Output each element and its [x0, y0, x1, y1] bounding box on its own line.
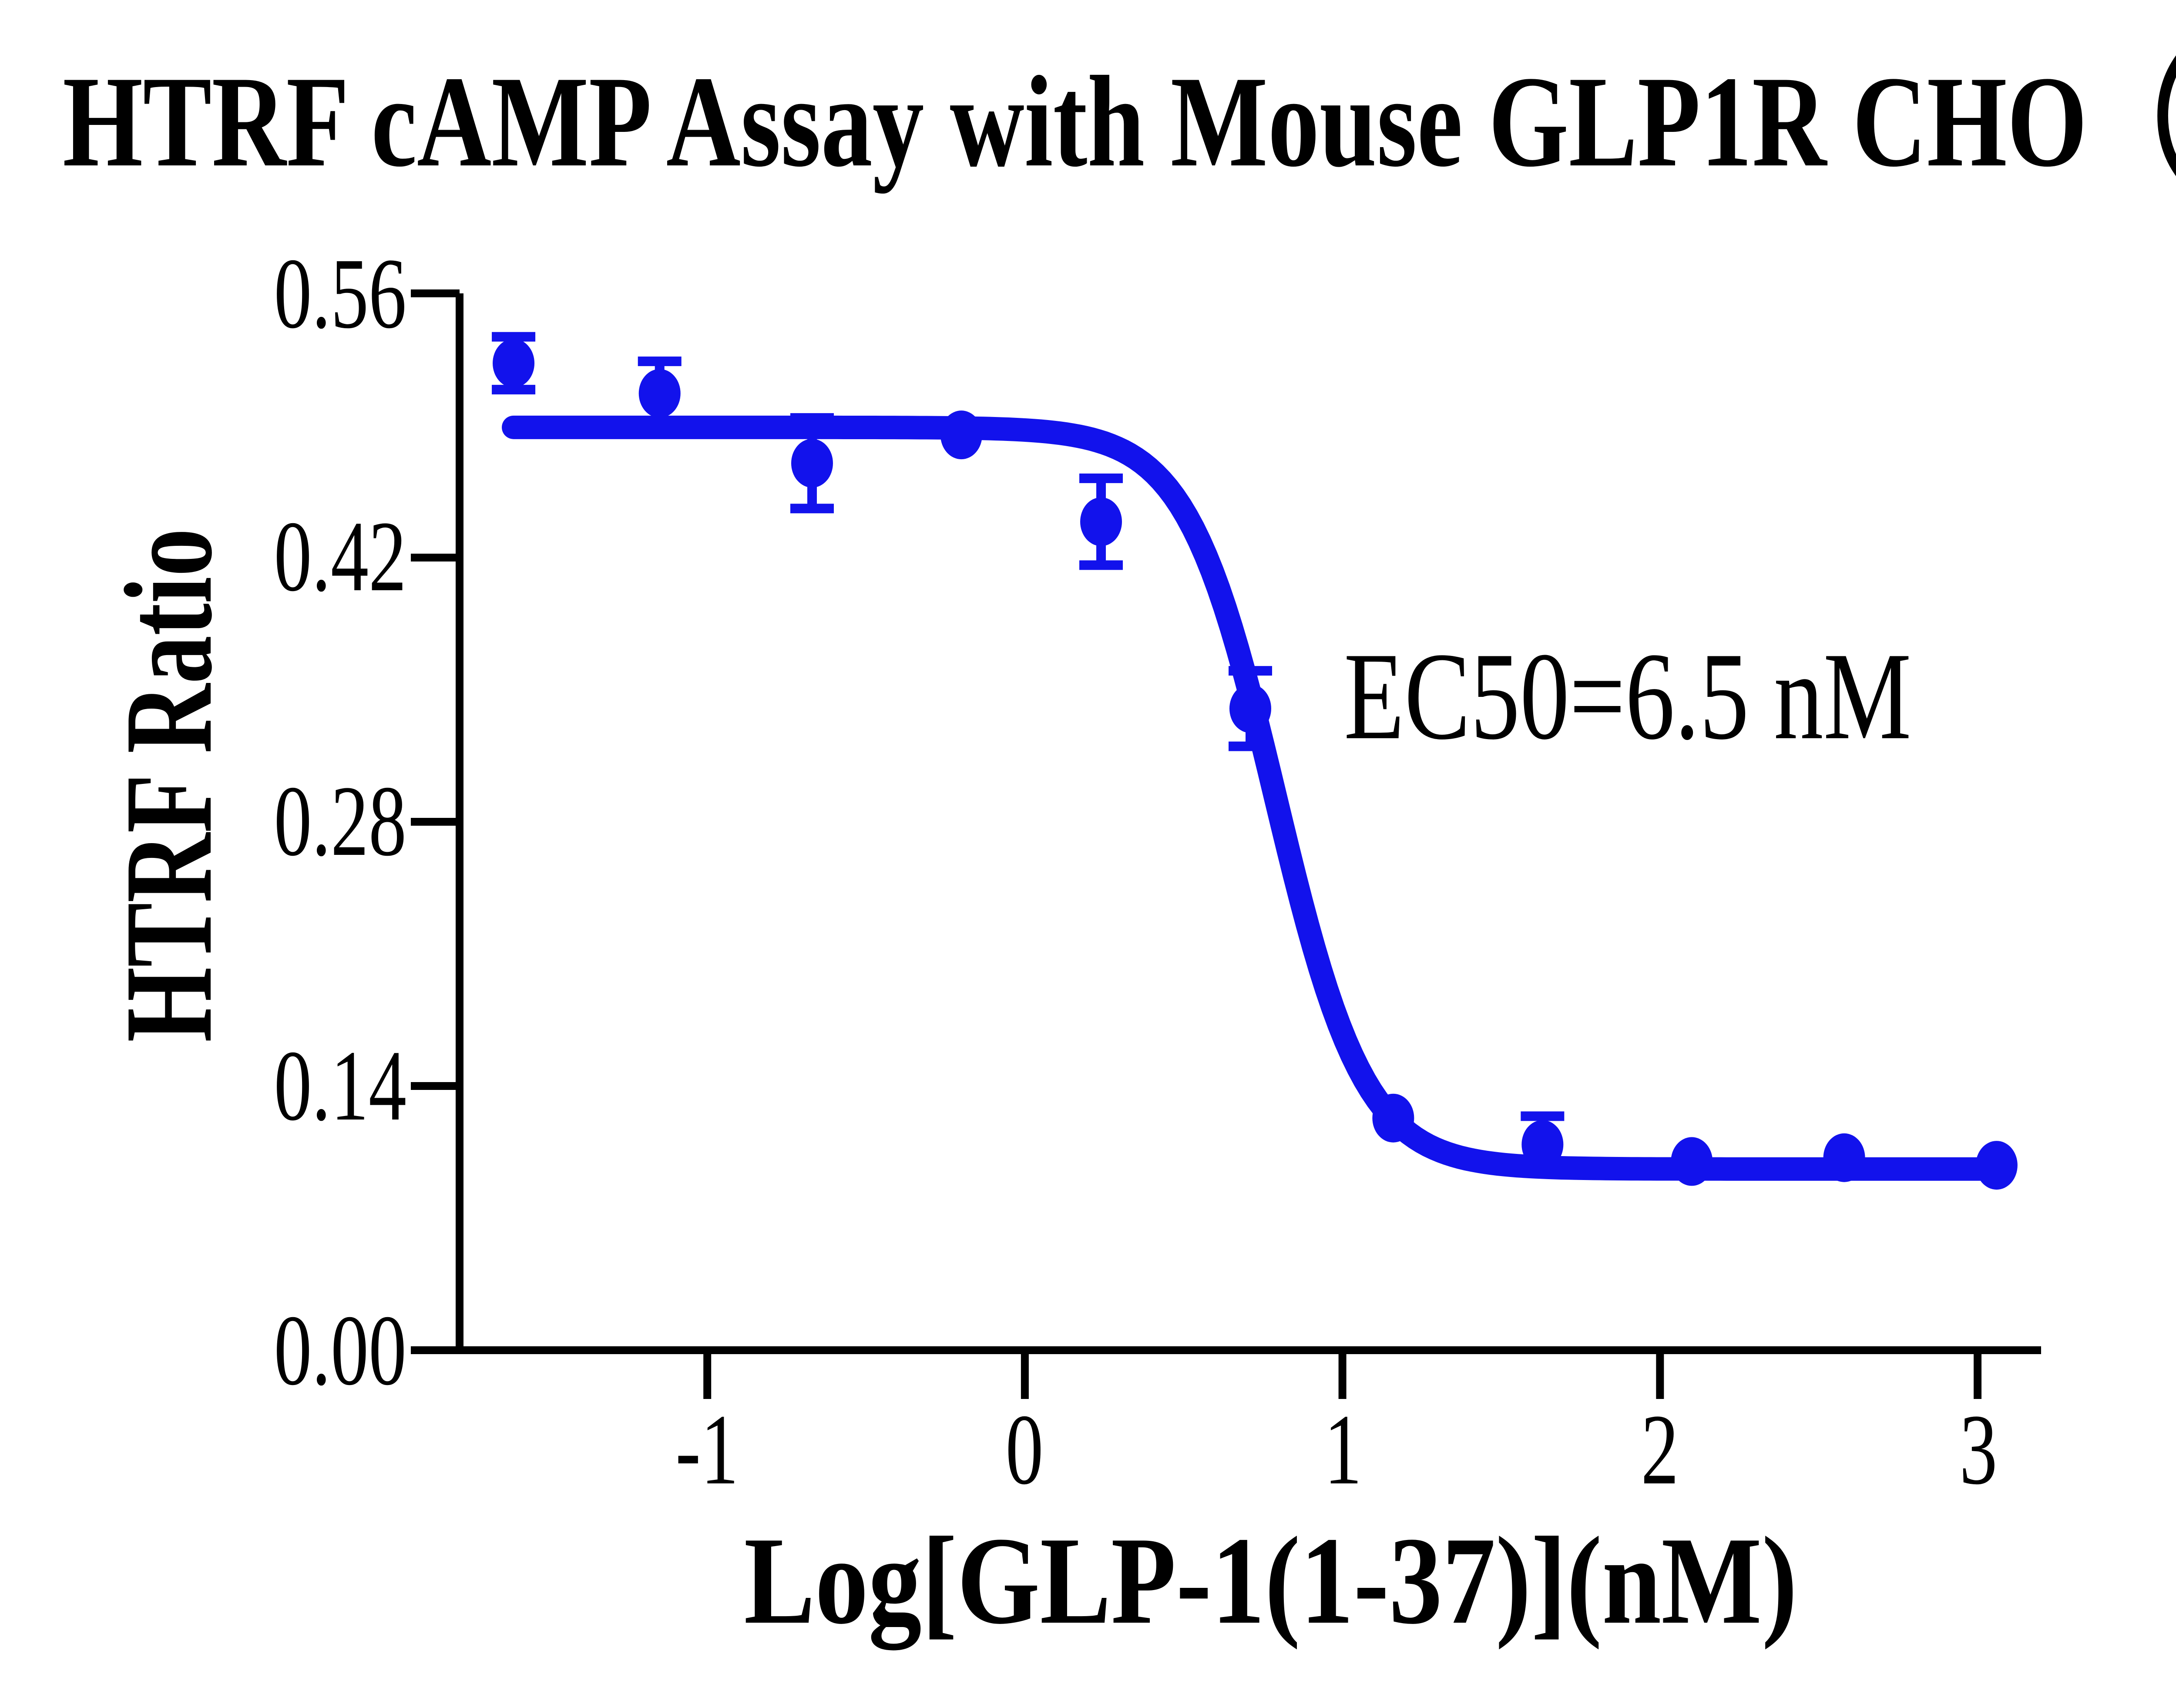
- x-tick-label: 2: [1503, 1393, 1817, 1506]
- fit-curve: [502, 415, 2005, 1181]
- y-tick-label-text: 0.56: [273, 236, 406, 349]
- data-point: [1671, 1137, 1713, 1186]
- x-tick-label: 3: [1821, 1393, 2134, 1506]
- data-point: [1521, 1120, 1564, 1169]
- x-tick-label: 1: [1186, 1393, 1499, 1506]
- x-tick-label-text: 0: [1006, 1393, 1044, 1506]
- y-tick-label: 0.56: [0, 236, 406, 349]
- x-tick-label: 0: [868, 1393, 1182, 1506]
- data-point: [493, 339, 535, 388]
- data-point: [940, 410, 982, 460]
- data-point: [1080, 497, 1122, 546]
- chart-title-text: HTRF cAMP Assay with Mouse GLP1R CHO（C15…: [63, 50, 2176, 195]
- y-tick-label-text: 0.14: [273, 1029, 406, 1142]
- ec50-annotation: EC50=6.5 nM: [1344, 634, 2062, 759]
- y-tick-label: 0.28: [0, 764, 406, 878]
- data-point: [1372, 1093, 1414, 1143]
- x-tick-label-text: 2: [1641, 1393, 1679, 1506]
- data-point: [638, 369, 681, 418]
- y-tick-label-text: 0.42: [273, 500, 406, 613]
- y-tick-label: 0.42: [0, 500, 406, 613]
- data-point: [791, 439, 833, 488]
- data-point: [1823, 1133, 1865, 1182]
- x-tick-label-text: -1: [675, 1393, 739, 1506]
- axes-frame: [456, 293, 2041, 1354]
- y-tick-label: 0.00: [0, 1293, 406, 1406]
- data-point: [1975, 1141, 2018, 1190]
- x-tick-label: -1: [551, 1393, 864, 1506]
- x-tick-label-text: 3: [1958, 1393, 1997, 1506]
- x-axis-title: Log[GLP-1(1-37)](nM): [651, 1518, 1870, 1644]
- x-axis-title-text: Log[GLP-1(1-37)](nM): [744, 1511, 1797, 1651]
- chart-title: HTRF cAMP Assay with Mouse GLP1R CHO（C15…: [63, 57, 2176, 188]
- y-tick-label-text: 0.00: [273, 1293, 406, 1406]
- y-tick-label-text: 0.28: [273, 764, 406, 878]
- data-point: [1229, 684, 1271, 733]
- x-tick-label-text: 1: [1323, 1393, 1362, 1506]
- y-tick-label: 0.14: [0, 1029, 406, 1142]
- ec50-annotation-text: EC50=6.5 nM: [1344, 627, 1911, 766]
